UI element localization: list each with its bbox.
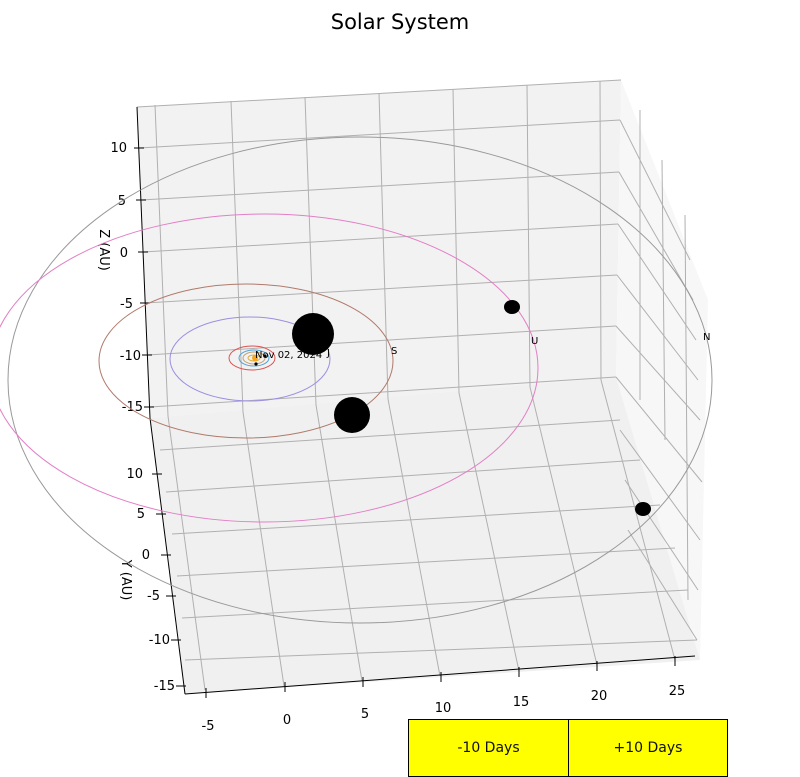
- grid-lines: [136, 79, 703, 691]
- z-tick: 0: [120, 246, 128, 261]
- z-tick: -5: [120, 297, 133, 312]
- floor-pane: [150, 377, 700, 694]
- orbit-jupiter: [169, 316, 331, 402]
- x-tick: 10: [435, 701, 452, 716]
- z-tick: -15: [122, 400, 143, 415]
- x-tick: 15: [513, 695, 530, 710]
- y-tick: 5: [137, 507, 145, 522]
- minus-10-days-button[interactable]: -10 Days: [408, 719, 569, 777]
- z-tick: 10: [110, 141, 127, 156]
- x-axis-ticks: -5 0 5 10 15 20 25: [202, 656, 686, 734]
- back-pane: [137, 80, 621, 418]
- orbits: [0, 136, 713, 624]
- planet-label-neptune: N: [703, 332, 710, 343]
- orbit-mercury: [247, 354, 261, 362]
- y-tick: -10: [149, 633, 170, 648]
- y-axis-label: Y (AU): [118, 559, 133, 601]
- axis-edges: [136, 106, 696, 695]
- y-tick: -5: [147, 589, 160, 604]
- z-axis-label: Z (AU): [96, 229, 111, 271]
- x-tick: 20: [591, 689, 608, 704]
- y-tick: 10: [126, 467, 143, 482]
- y-axis-ticks: 10 5 0 -5 -10 -15: [126, 467, 186, 694]
- orbit-uranus: [0, 213, 539, 523]
- orbit-mars: [228, 345, 276, 371]
- plot-title: Solar System: [330, 10, 470, 34]
- planet-label-jupiter: J: [326, 348, 330, 359]
- sun: [252, 355, 258, 361]
- orbit-neptune: [7, 136, 713, 624]
- z-tick: -10: [120, 349, 141, 364]
- plus-10-days-button[interactable]: +10 Days: [568, 719, 728, 777]
- axes-panes: [137, 80, 708, 694]
- saturn-body: [334, 397, 370, 433]
- bodies: [252, 300, 651, 516]
- inner-planet: [263, 354, 267, 358]
- x-tick: 5: [361, 707, 369, 722]
- x-tick: 25: [669, 684, 686, 699]
- y-tick: 0: [142, 548, 150, 563]
- x-tick: 0: [283, 713, 291, 728]
- date-label: Nov 02, 2024: [255, 350, 322, 361]
- orbit-venus: [242, 351, 266, 365]
- jupiter-body: [292, 313, 334, 355]
- orbit-earth: [238, 349, 270, 367]
- y-tick: -15: [154, 679, 175, 694]
- inner-planet: [254, 362, 258, 366]
- neptune-body: [635, 502, 651, 516]
- x-tick: -5: [202, 719, 215, 734]
- planet-label-saturn: S: [391, 346, 397, 357]
- orbit-saturn: [98, 283, 394, 439]
- uranus-body: [504, 300, 520, 314]
- side-pane: [616, 80, 708, 660]
- planet-label-uranus: U: [531, 336, 538, 347]
